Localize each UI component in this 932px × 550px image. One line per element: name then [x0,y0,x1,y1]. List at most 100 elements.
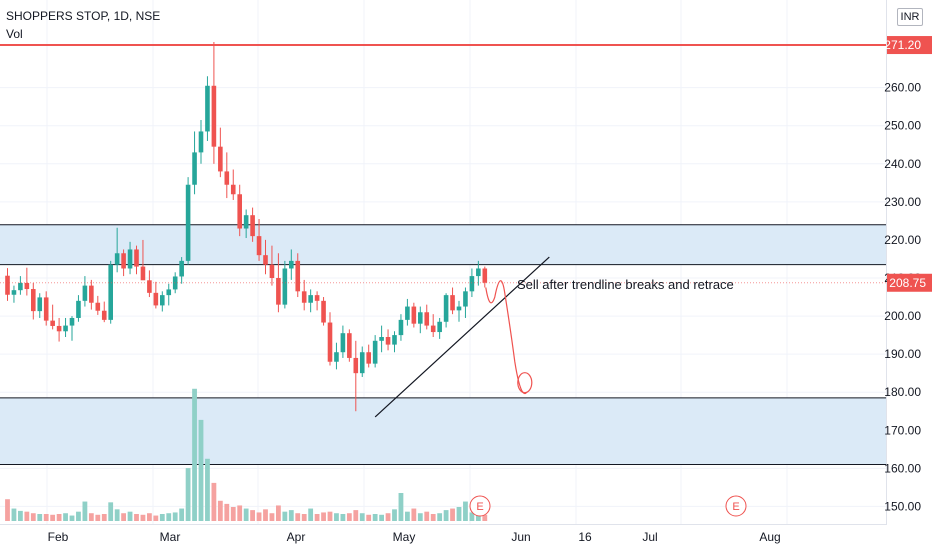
demand-supply-zones [0,224,886,466]
candle-body [56,325,62,332]
volume-bar [295,513,301,521]
candle-body [424,312,430,326]
volume-bar [198,419,204,521]
candle-body [101,310,107,320]
candle-body [166,289,172,296]
volume-bar [230,507,236,521]
volume-bar [140,514,146,521]
candle-body [24,282,30,290]
volume-bar [185,468,191,521]
candle-body [198,131,204,153]
resistance-price-label: 271.20 [884,38,921,52]
volume-bar [211,482,217,521]
earnings-label: E [476,501,483,513]
candle-body [366,352,371,364]
volume-bar [405,511,410,521]
candle-body [11,290,17,295]
candle-body [392,335,397,345]
volume-bar [282,511,288,521]
candle-body [353,357,359,374]
price-tick-label: 200.00 [884,309,921,323]
volume-bar [153,515,159,521]
volume-bar [76,511,81,521]
candle-body [121,253,126,269]
volume-bar [334,513,339,521]
candle-body [347,333,352,358]
candle-body [398,319,404,336]
candle-body [289,260,294,269]
currency-button[interactable]: INR [897,8,923,26]
volume-bar [443,510,449,521]
price-tick-label: 160.00 [884,461,921,475]
time-tick-label: Jul [642,530,657,544]
volume-bar [50,514,56,521]
volume-bar [385,513,391,521]
candle-body [379,337,384,341]
volume-bar [321,512,326,521]
price-tick-label: 190.00 [884,347,921,361]
time-tick-label: Apr [287,530,306,544]
volume-bar [192,388,197,521]
candle-body [295,260,301,292]
volume-bar [256,512,262,521]
volume-bar [69,515,75,521]
volume-bar [308,508,314,521]
time-tick-label: Feb [48,530,69,544]
symbol-title[interactable]: SHOPPERS STOP, 1D, NSE [6,9,161,23]
candle-body [463,291,468,307]
time-axis[interactable]: Feb Mar Apr May Jun 16 Jul Aug [0,524,887,545]
volume-bar [205,458,210,521]
volume-bar [398,493,404,521]
volume-bar [340,514,346,521]
volume-bar [243,508,249,521]
volume-bar [411,508,417,521]
volume-bar [166,513,172,521]
time-tick-label: May [393,530,416,544]
volume-bar [95,514,101,521]
volume-bar [217,500,223,521]
volume-bar [172,512,178,521]
price-tick-label: 250.00 [884,119,921,133]
volume-bar [179,508,185,521]
candle-body [127,249,133,269]
price-tick-label: 170.00 [884,423,921,437]
candle-body [456,306,462,311]
candle-body [218,146,223,172]
candle-body [76,300,81,318]
candle-body [250,215,255,237]
candle-body [172,276,178,290]
candle-body [327,322,333,362]
candle-body [372,340,378,364]
volume-bar [108,502,114,521]
candle-body [469,276,475,292]
candle-body [314,295,320,301]
volume-bar [424,511,430,521]
candle-body [411,306,417,324]
candle-body [308,295,313,303]
price-tick-label: 180.00 [884,385,921,399]
candle-body [114,253,120,265]
candle-body [430,325,436,333]
volume-bar [314,514,320,521]
candle-body [147,280,152,293]
time-tick-label: Aug [759,530,780,544]
volume-bar [359,513,365,521]
volume-bar [463,501,468,521]
price-axis[interactable]: 150.00160.00170.00180.00190.00200.00210.… [884,0,932,550]
candle-body [243,215,249,229]
time-tick-label: 16 [578,530,592,544]
candle-body [95,302,101,311]
volume-bar [127,511,133,521]
candle-body [237,194,242,229]
time-tick-label: Mar [160,530,181,544]
volume-bar [417,513,423,521]
candle-body [192,152,197,185]
candle-body [385,337,391,345]
volume-bar [88,513,94,521]
volume-bar [63,513,68,521]
volume-bar [147,513,152,521]
candle-body [140,266,146,281]
volume-bar [469,512,475,521]
candle-body [263,255,268,265]
